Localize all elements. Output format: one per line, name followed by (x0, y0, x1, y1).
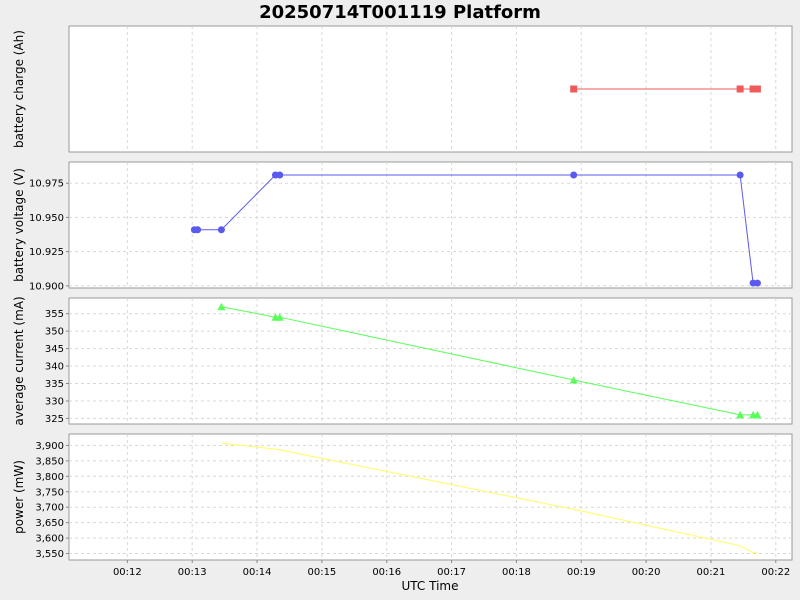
x-tick-label: 00:19 (567, 567, 596, 578)
series-line (221, 442, 758, 554)
data-point (736, 410, 745, 419)
chart-panels: battery charge (Ah)10.90010.92510.95010.… (12, 25, 793, 561)
x-tick-label: 00:17 (437, 567, 466, 578)
x-axis-label: UTC Time (402, 579, 459, 593)
y-tick-label: 3,800 (35, 472, 64, 483)
x-tick-label: 00:20 (632, 567, 661, 578)
y-axis-label: power (mW) (12, 460, 26, 534)
data-point (275, 313, 284, 321)
data-point (569, 376, 578, 384)
y-tick-label: 10.950 (29, 213, 64, 224)
chart-title: 20250714T001119 Platform (259, 2, 541, 23)
plot-area (68, 161, 793, 289)
y-tick-label: 3,900 (35, 441, 64, 452)
x-tick-label: 00:12 (113, 567, 142, 578)
y-tick-label: 325 (45, 414, 64, 425)
y-tick-label: 3,750 (35, 487, 64, 498)
y-tick-label: 3,550 (35, 549, 64, 560)
plot-area (68, 297, 793, 425)
x-tick-label: 00:16 (372, 567, 401, 578)
y-tick-label: 345 (45, 344, 64, 355)
panel-4: 3,550 3,600 3,650 3,700 3,750 3,800 3,850 3,900… (12, 433, 793, 561)
y-tick-label: 335 (45, 379, 64, 390)
data-point (217, 302, 226, 311)
y-tick-label: 10.900 (29, 281, 64, 292)
data-point (276, 171, 284, 179)
x-tick-label: 00:14 (243, 567, 272, 578)
y-tick-label: 3,650 (35, 518, 64, 529)
y-axis-label: average current (mA) (12, 296, 26, 425)
plot-area (68, 433, 793, 561)
y-axis-label: battery charge (Ah) (12, 30, 26, 148)
panel-3: 325 330 335 340 345 350 355 average current (mA… (12, 296, 793, 426)
data-point (736, 85, 744, 93)
x-tick-label: 00:13 (178, 567, 207, 578)
x-tick-label: 00:22 (761, 567, 790, 578)
data-point (194, 226, 202, 234)
x-tick-label: 00:21 (697, 567, 726, 578)
y-tick-label: 3,700 (35, 503, 64, 514)
panel-1: battery charge (Ah) (12, 25, 793, 153)
data-point (570, 85, 578, 93)
data-point (753, 85, 761, 93)
x-tick-label: 00:15 (307, 567, 336, 578)
y-tick-label: 10.925 (29, 247, 64, 258)
y-axis-label: battery voltage (V) (12, 168, 26, 282)
x-tick-label: 00:18 (502, 567, 531, 578)
y-tick-label: 3,600 (35, 534, 64, 545)
data-point (570, 171, 578, 179)
y-tick-label: 10.975 (29, 179, 64, 190)
data-point (749, 85, 757, 93)
x-axis: 00:12 00:13 00:14 00:15 00:16 00:17 00:18 00:19… (113, 560, 790, 578)
data-point (736, 171, 744, 179)
data-point (217, 226, 225, 234)
y-tick-label: 330 (45, 396, 64, 407)
y-tick-label: 3,850 (35, 456, 64, 467)
y-tick-label: 340 (45, 362, 64, 373)
y-tick-label: 355 (45, 309, 64, 320)
data-point (753, 410, 762, 419)
y-tick-label: 350 (45, 327, 64, 338)
data-point (753, 279, 761, 287)
